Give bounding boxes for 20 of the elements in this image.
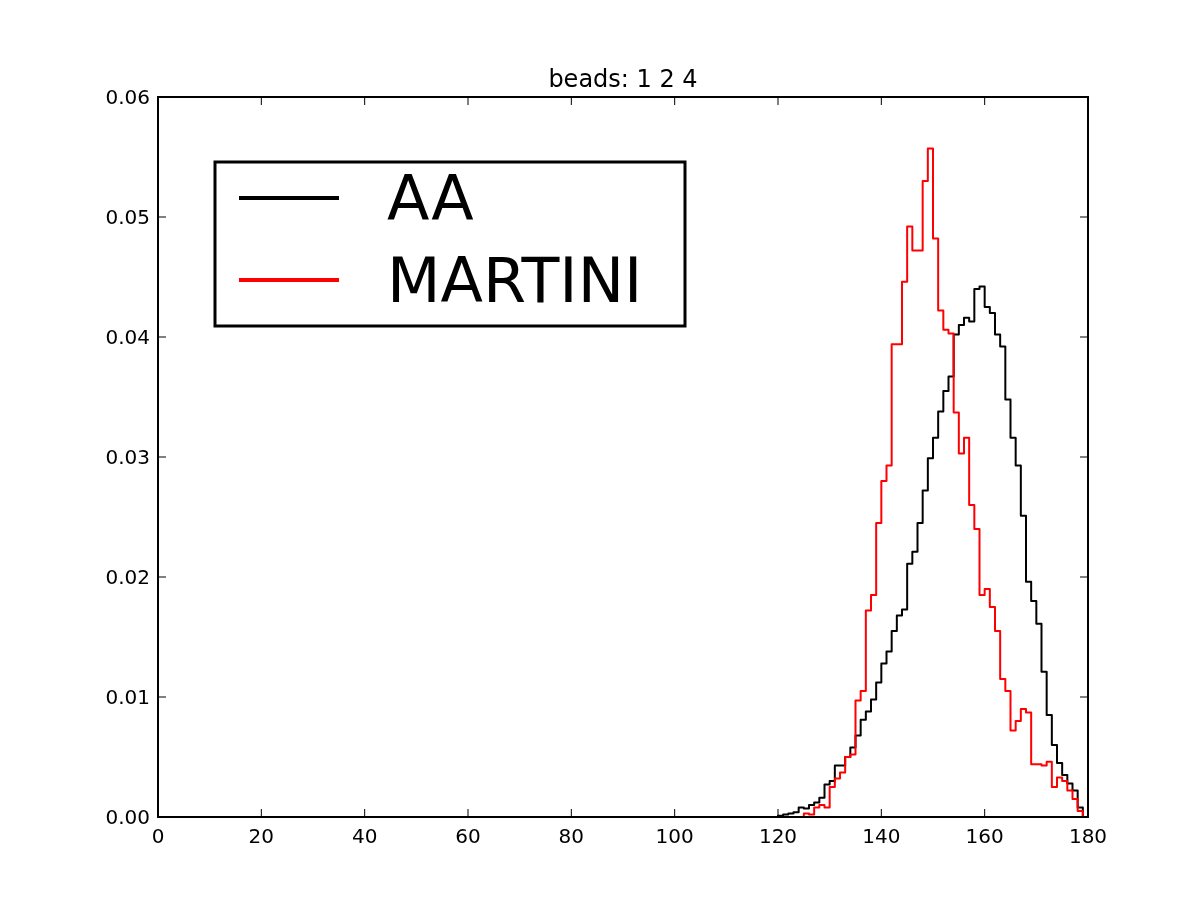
chart-title: beads: 1 2 4	[548, 65, 698, 93]
x-tick-label: 40	[351, 824, 378, 848]
y-tick-label: 0.01	[105, 685, 150, 709]
x-tick-label: 160	[965, 824, 1004, 848]
y-tick-label: 0.03	[105, 445, 150, 469]
x-tick-label: 20	[248, 824, 275, 848]
x-tick-label: 80	[558, 824, 585, 848]
y-tick-label: 0.02	[105, 565, 150, 589]
y-tick-label: 0.05	[105, 205, 150, 229]
legend-label: MARTINI	[387, 244, 643, 317]
y-tick-label: 0.00	[105, 805, 150, 829]
legend-label: AA	[387, 162, 474, 235]
x-tick-label: 0	[151, 824, 165, 848]
y-tick-label: 0.06	[105, 85, 150, 109]
y-tick-label: 0.04	[105, 325, 150, 349]
x-tick-label: 180	[1068, 824, 1108, 848]
x-tick-label: 60	[455, 824, 481, 848]
x-tick-label: 120	[758, 824, 798, 848]
x-tick-label: 140	[862, 824, 901, 848]
x-tick-label: 100	[655, 824, 694, 848]
